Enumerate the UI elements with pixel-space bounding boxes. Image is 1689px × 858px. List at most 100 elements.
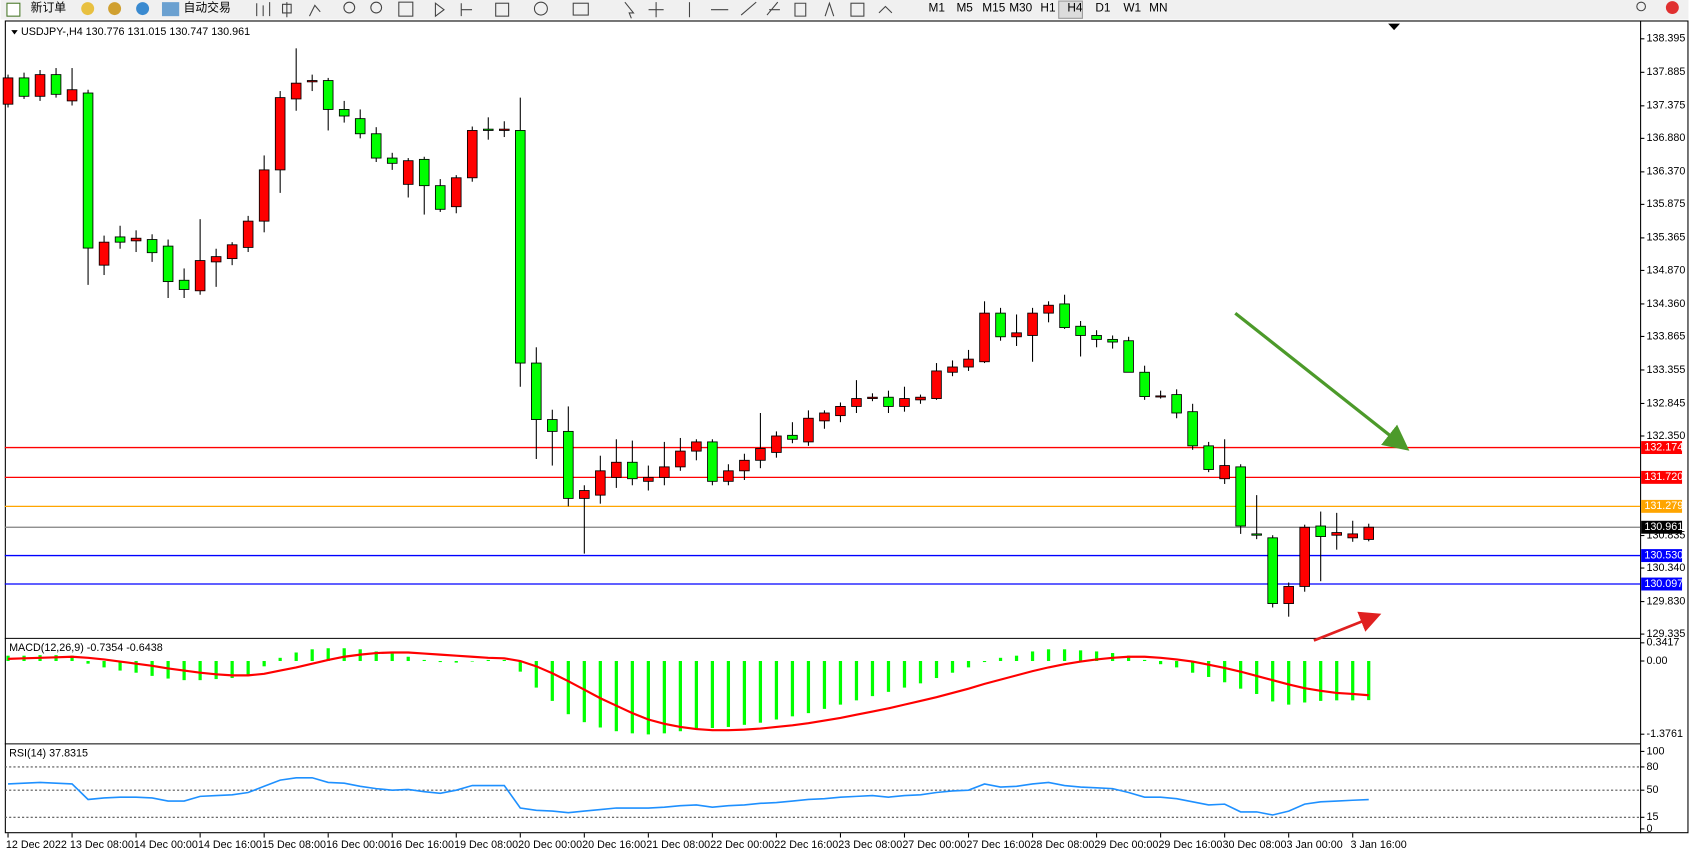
macd-bar bbox=[1335, 661, 1339, 701]
candle-body bbox=[18, 77, 30, 97]
candle-body bbox=[178, 279, 190, 290]
x-tick-label: 22 Dec 00:00 bbox=[710, 839, 774, 851]
candle-body bbox=[194, 260, 206, 292]
x-tick-label: 22 Dec 16:00 bbox=[774, 839, 838, 851]
timeframe-button[interactable]: MN bbox=[1149, 1, 1167, 15]
candle-body bbox=[1203, 445, 1214, 470]
y-tick-label: 134.870 bbox=[1647, 264, 1686, 276]
timeframe-button[interactable]: M5 bbox=[956, 1, 973, 15]
macd-bar bbox=[822, 661, 827, 709]
icon[interactable] bbox=[824, 1, 835, 17]
icon[interactable] bbox=[256, 2, 271, 17]
timeframe-button[interactable]: M1 bbox=[928, 1, 944, 15]
candle-body bbox=[595, 470, 606, 496]
timeframe-button[interactable]: W1 bbox=[1123, 1, 1141, 15]
candle-body bbox=[1091, 335, 1102, 340]
icon[interactable] bbox=[572, 2, 589, 16]
macd-bar bbox=[1191, 661, 1195, 673]
symbol-marker bbox=[11, 30, 18, 35]
candle-body bbox=[370, 133, 382, 159]
icon[interactable] bbox=[81, 2, 95, 16]
icon[interactable] bbox=[370, 1, 383, 14]
candle-body bbox=[338, 109, 350, 117]
candle-body bbox=[867, 396, 878, 399]
icon[interactable] bbox=[460, 3, 473, 17]
macd-bar bbox=[662, 661, 666, 734]
macd-bar bbox=[838, 661, 843, 705]
y-tick-label: 130.340 bbox=[1647, 562, 1686, 574]
icon[interactable] bbox=[282, 2, 292, 18]
y-tick-label: 0 bbox=[1647, 823, 1653, 835]
candle-body bbox=[691, 441, 702, 452]
candle-body bbox=[210, 256, 222, 263]
candle-body bbox=[931, 370, 942, 399]
candle-body bbox=[434, 185, 446, 210]
candle-body bbox=[1299, 526, 1310, 587]
auto-trading-icon[interactable] bbox=[161, 2, 180, 17]
candle-body bbox=[226, 244, 238, 260]
x-tick-label: 27 Dec 00:00 bbox=[902, 839, 966, 851]
y-tick-label: 80 bbox=[1647, 761, 1659, 773]
icon[interactable] bbox=[495, 2, 510, 17]
icon[interactable] bbox=[398, 1, 414, 17]
icon[interactable] bbox=[108, 2, 122, 16]
candle-body bbox=[675, 450, 686, 468]
macd-bar bbox=[198, 661, 202, 681]
macd-bar bbox=[1094, 651, 1099, 662]
timeframe-button[interactable]: D1 bbox=[1095, 1, 1110, 15]
icon[interactable] bbox=[766, 1, 780, 16]
macd-bar bbox=[294, 652, 298, 662]
macd-bar bbox=[742, 661, 747, 725]
y-tick-label: 135.875 bbox=[1647, 198, 1686, 210]
timeframe-button[interactable]: M30 bbox=[1009, 1, 1032, 15]
icon[interactable] bbox=[533, 1, 548, 16]
icon[interactable] bbox=[434, 2, 445, 18]
macd-bar bbox=[1142, 659, 1147, 662]
macd-bar bbox=[1319, 661, 1323, 701]
macd-bar bbox=[582, 661, 586, 723]
chart-shift-marker bbox=[1388, 23, 1400, 31]
auto-trading-button[interactable]: 自动交易 bbox=[184, 1, 231, 15]
y-tick-label: 100 bbox=[1647, 745, 1665, 757]
icon[interactable] bbox=[343, 1, 356, 14]
macd-bar bbox=[342, 648, 346, 662]
new-order-icon[interactable] bbox=[6, 2, 21, 17]
candle-body bbox=[947, 366, 958, 373]
icon[interactable] bbox=[136, 2, 150, 16]
timeframe-button[interactable]: H4 bbox=[1067, 1, 1083, 15]
icon[interactable] bbox=[740, 1, 757, 16]
signal-line bbox=[7, 651, 1369, 732]
macd-bar bbox=[278, 657, 282, 662]
candle-body bbox=[1075, 325, 1086, 336]
icon[interactable] bbox=[878, 5, 893, 14]
candle-body bbox=[114, 236, 126, 243]
macd-bar bbox=[150, 661, 154, 676]
x-tick-label: 28 Dec 08:00 bbox=[1030, 839, 1094, 851]
macd-bar bbox=[1239, 661, 1243, 689]
macd-bar bbox=[726, 661, 731, 727]
candle-body bbox=[242, 220, 254, 248]
icon[interactable] bbox=[308, 4, 321, 17]
macd-bar bbox=[70, 655, 74, 662]
timeframe-button[interactable]: M15 bbox=[982, 1, 1005, 15]
macd-bar bbox=[534, 661, 538, 688]
y-tick-label: 137.375 bbox=[1647, 100, 1686, 112]
icon[interactable] bbox=[648, 2, 664, 18]
macd-bar bbox=[630, 661, 634, 734]
alert-icon[interactable] bbox=[1665, 1, 1679, 14]
icon[interactable] bbox=[624, 1, 635, 19]
new-order-button[interactable]: 新订单 bbox=[31, 1, 67, 15]
y-tick-label: 132.350 bbox=[1647, 430, 1686, 442]
icon[interactable] bbox=[794, 2, 807, 17]
search-icon[interactable] bbox=[1636, 1, 1646, 12]
y-tick-label: 137.885 bbox=[1647, 66, 1686, 78]
icon[interactable] bbox=[850, 2, 865, 17]
x-tick-label: 15 Dec 08:00 bbox=[262, 839, 326, 851]
x-tick-label: 23 Dec 08:00 bbox=[838, 839, 902, 851]
macd-bar bbox=[902, 661, 907, 688]
candle-body bbox=[739, 459, 750, 472]
timeframe-button[interactable]: H1 bbox=[1040, 1, 1055, 15]
x-tick-label: 27 Dec 16:00 bbox=[966, 839, 1030, 851]
y-tick-label: 134.360 bbox=[1647, 298, 1686, 310]
